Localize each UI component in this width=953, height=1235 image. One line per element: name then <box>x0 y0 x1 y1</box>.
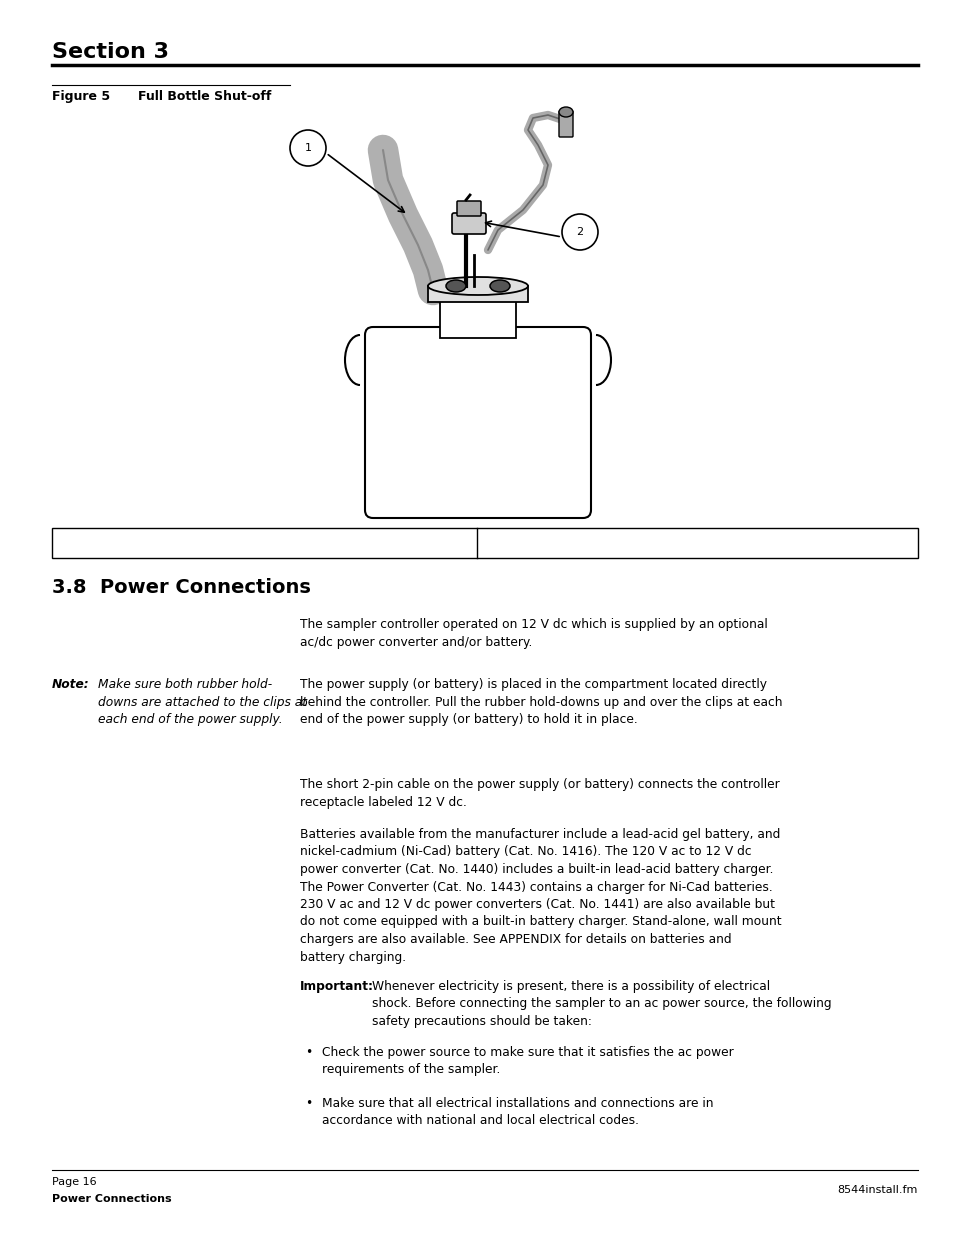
Circle shape <box>561 214 598 249</box>
Text: •: • <box>305 1046 312 1058</box>
Text: Full Bottle Shut-off: Full Bottle Shut-off <box>513 536 622 550</box>
Bar <box>428 287 527 303</box>
Text: Sample Tubing: Sample Tubing <box>82 536 169 550</box>
Ellipse shape <box>558 107 573 117</box>
Text: The power supply (or battery) is placed in the compartment located directly
behi: The power supply (or battery) is placed … <box>299 678 781 726</box>
Text: 1: 1 <box>304 143 312 153</box>
Text: Power Connections: Power Connections <box>52 1194 172 1204</box>
FancyBboxPatch shape <box>456 201 480 216</box>
Text: •: • <box>305 1097 312 1110</box>
Circle shape <box>290 130 326 165</box>
Bar <box>52 529 917 558</box>
FancyBboxPatch shape <box>452 212 485 233</box>
Text: Make sure that all electrical installations and connections are in
accordance wi: Make sure that all electrical installati… <box>322 1097 713 1128</box>
Text: Note:: Note: <box>52 678 90 692</box>
Text: 3.8  Power Connections: 3.8 Power Connections <box>52 578 311 597</box>
Text: Figure 5: Figure 5 <box>52 90 110 103</box>
Ellipse shape <box>446 280 465 291</box>
Ellipse shape <box>490 280 510 291</box>
Text: 1.: 1. <box>62 536 73 550</box>
Text: Full Bottle Shut-off: Full Bottle Shut-off <box>138 90 271 103</box>
Ellipse shape <box>428 277 527 295</box>
Text: 2.: 2. <box>486 536 499 550</box>
Text: Make sure both rubber hold-
downs are attached to the clips at
each end of the p: Make sure both rubber hold- downs are at… <box>98 678 307 726</box>
Text: Batteries available from the manufacturer include a lead-acid gel battery, and
n: Batteries available from the manufacture… <box>299 827 781 963</box>
Text: Whenever electricity is present, there is a possibility of electrical
shock. Bef: Whenever electricity is present, there i… <box>372 981 831 1028</box>
FancyBboxPatch shape <box>365 327 590 517</box>
Bar <box>439 300 516 338</box>
Text: Section 3: Section 3 <box>52 42 169 62</box>
Text: 8544install.fm: 8544install.fm <box>837 1186 917 1195</box>
Text: Check the power source to make sure that it satisfies the ac power
requirements : Check the power source to make sure that… <box>322 1046 733 1077</box>
FancyBboxPatch shape <box>558 111 573 137</box>
Text: Page 16: Page 16 <box>52 1177 96 1187</box>
Text: The sampler controller operated on 12 V dc which is supplied by an optional
ac/d: The sampler controller operated on 12 V … <box>299 618 767 648</box>
Text: Important:: Important: <box>299 981 374 993</box>
Text: 2: 2 <box>576 227 583 237</box>
Text: The short 2-pin cable on the power supply (or battery) connects the controller
r: The short 2-pin cable on the power suppl… <box>299 778 779 809</box>
